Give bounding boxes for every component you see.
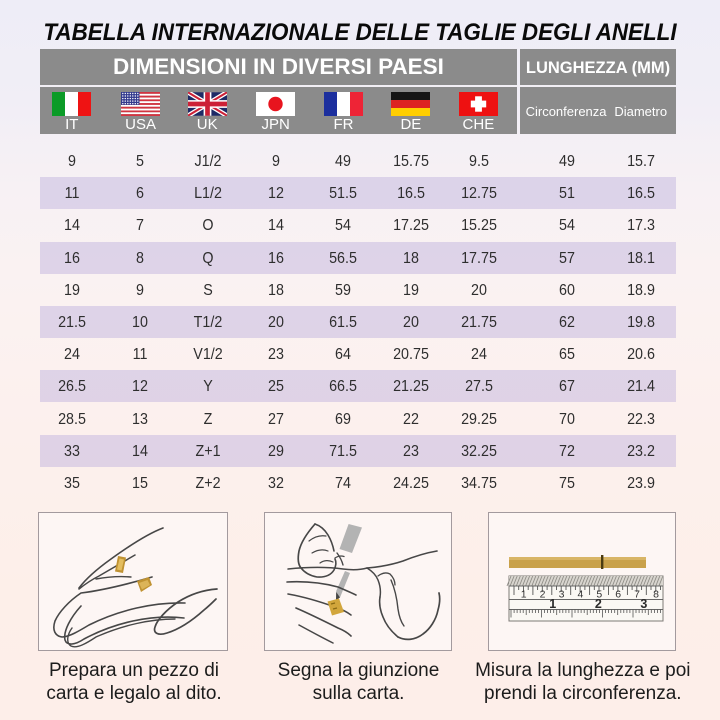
svg-text:6: 6 <box>615 589 621 601</box>
svg-text:4: 4 <box>577 589 583 601</box>
svg-text:2: 2 <box>595 597 602 611</box>
svg-text:1: 1 <box>549 597 556 611</box>
svg-text:2: 2 <box>540 589 546 601</box>
svg-text:5: 5 <box>596 589 602 601</box>
svg-text:7: 7 <box>634 589 640 601</box>
svg-text:1: 1 <box>521 589 527 601</box>
svg-text:8: 8 <box>653 589 659 601</box>
svg-text:3: 3 <box>640 597 647 611</box>
svg-text:3: 3 <box>559 589 565 601</box>
